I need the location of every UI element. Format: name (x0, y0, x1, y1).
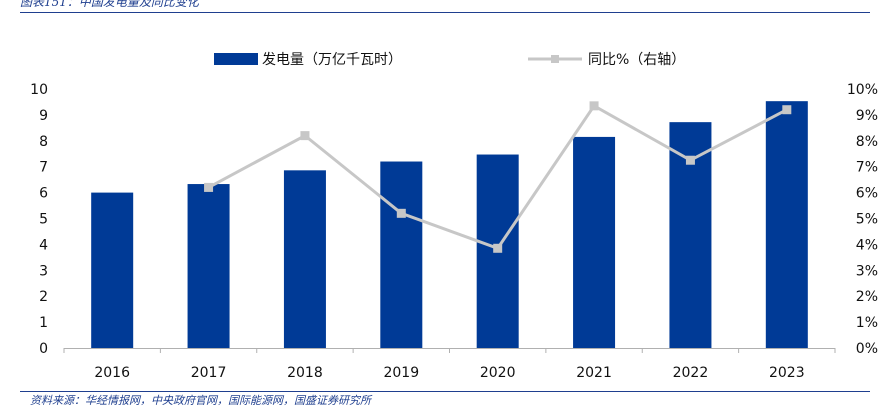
x-tick-label: 2023 (769, 365, 805, 381)
y-axis-left: 0 1 2 3 4 5 6 7 8 9 10 (30, 82, 48, 357)
point-2019 (396, 208, 406, 218)
line-series (204, 101, 792, 253)
y-right-tick-label: 4% (856, 237, 878, 253)
legend-bar-swatch (214, 53, 258, 65)
legend-line-marker (551, 55, 559, 63)
point-2021 (589, 101, 599, 111)
y-right-tick-label: 9% (856, 108, 878, 124)
y-left-tick-label: 5 (39, 212, 48, 228)
x-axis-labels: 2016 2017 2018 2019 2020 2021 2022 2023 (94, 365, 804, 381)
y-left-tick-label: 6 (39, 186, 48, 202)
x-tick-label: 2022 (673, 365, 709, 381)
y-left-tick-label: 9 (39, 108, 48, 124)
point-2022 (685, 155, 695, 165)
y-left-tick-label: 3 (39, 263, 48, 279)
figure-title: 图表151：中国发电量及同比变化 (20, 0, 199, 9)
y-left-tick-label: 2 (39, 289, 48, 305)
y-right-tick-label: 10% (847, 82, 878, 98)
x-tick-label: 2021 (576, 365, 612, 381)
y-left-tick-label: 7 (39, 160, 48, 176)
bar-series (91, 101, 808, 348)
y-right-tick-label: 1% (856, 315, 878, 331)
x-tick-label: 2017 (191, 365, 227, 381)
y-right-tick-label: 8% (856, 134, 878, 150)
y-right-tick-label: 5% (856, 212, 878, 228)
point-2017 (204, 182, 214, 192)
y-right-tick-label: 0% (856, 341, 878, 357)
legend: 发电量（万亿千瓦时） 同比%（右轴） (214, 52, 685, 68)
y-right-tick-label: 7% (856, 160, 878, 176)
bar-2019 (380, 161, 423, 348)
chart: 发电量（万亿千瓦时） 同比%（右轴） 0 1 2 3 4 5 6 7 8 9 10 0% 1% 2% 3%… (30, 52, 878, 381)
top-divider (20, 12, 870, 13)
bar-2023 (765, 101, 808, 348)
y-right-tick-label: 3% (856, 263, 878, 279)
bottom-divider (20, 391, 870, 392)
y-left-tick-label: 10 (30, 82, 48, 98)
legend-bar-label: 发电量（万亿千瓦时） (262, 52, 402, 68)
legend-line-label: 同比%（右轴） (588, 52, 685, 68)
bar-2021 (573, 136, 616, 348)
y-left-tick-label: 1 (39, 315, 48, 331)
x-tick-label: 2016 (94, 365, 130, 381)
x-tick-label: 2019 (383, 365, 419, 381)
bar-2018 (283, 170, 326, 348)
point-2020 (493, 243, 503, 253)
x-tick-label: 2020 (480, 365, 516, 381)
y-axis-right: 0% 1% 2% 3% 4% 5% 6% 7% 8% 9% 10% (847, 82, 878, 357)
y-right-tick-label: 6% (856, 186, 878, 202)
x-axis-ticks (63, 348, 836, 353)
source-note: 资料来源：华经情报网，中央政府官网，国际能源网，国盛证券研究所 (30, 394, 371, 407)
y-left-tick-label: 0 (39, 341, 48, 357)
y-right-tick-label: 2% (856, 289, 878, 305)
y-left-tick-label: 8 (39, 134, 48, 150)
x-tick-label: 2018 (287, 365, 323, 381)
point-2018 (300, 131, 310, 141)
bar-2017 (187, 184, 230, 348)
y-left-tick-label: 4 (39, 237, 48, 253)
bar-2016 (91, 192, 134, 348)
point-2023 (782, 105, 792, 115)
